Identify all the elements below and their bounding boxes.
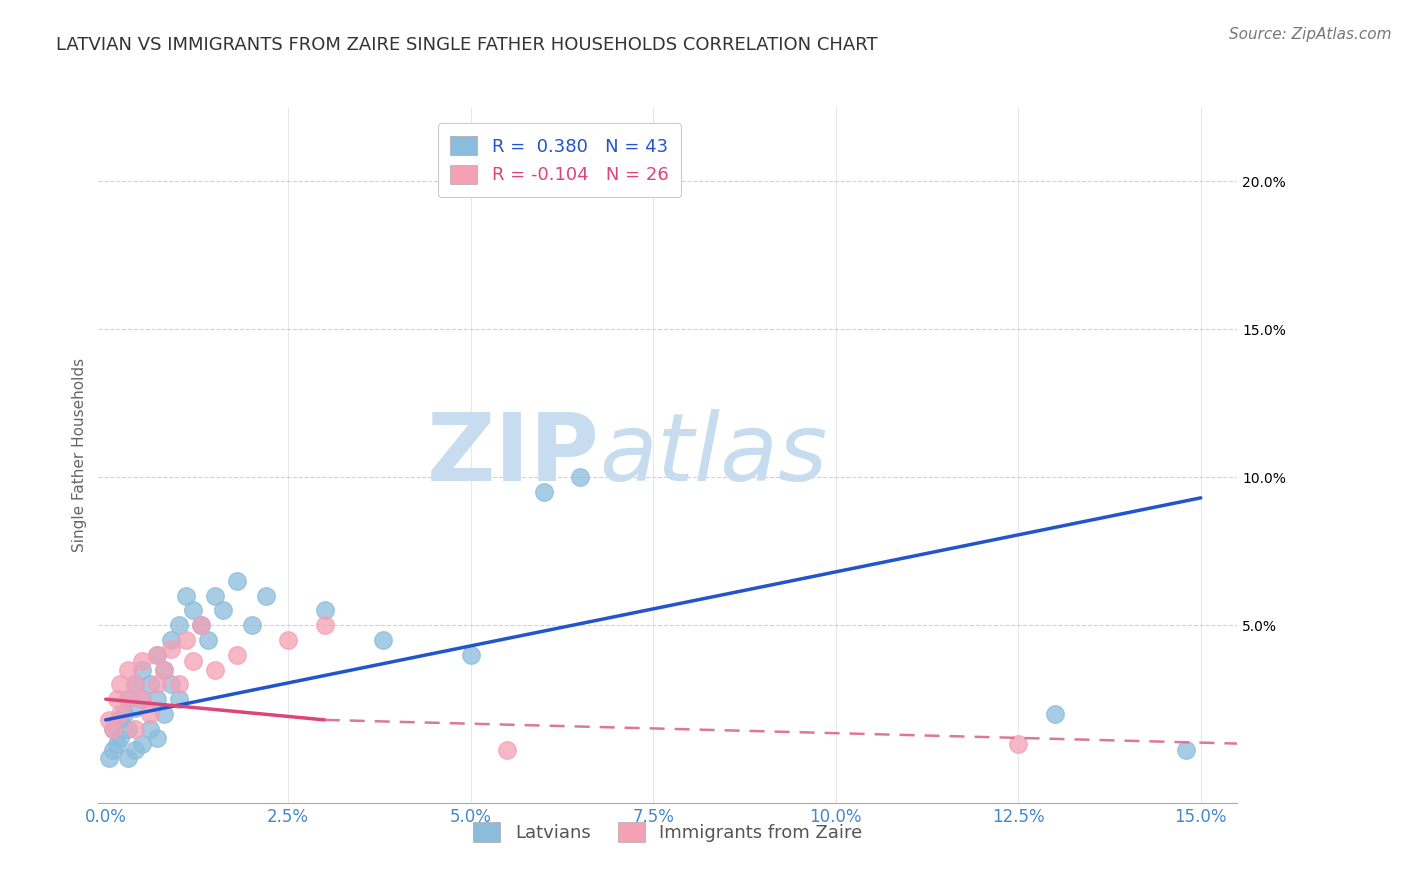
Point (314, 618, 336, 632)
Point (254, 589, 277, 603)
Point (124, 677, 146, 691)
Point (1007, 737, 1029, 751)
Point (160, 632, 183, 647)
Point (533, 484, 555, 499)
Point (124, 742, 146, 756)
Point (131, 692, 153, 706)
Point (197, 632, 219, 647)
Point (1043, 706, 1066, 721)
Point (1175, 742, 1198, 756)
Point (204, 663, 226, 677)
Point (105, 692, 128, 706)
Point (146, 677, 169, 691)
Point (124, 722, 146, 736)
Point (160, 641, 183, 656)
Legend: Latvians, Immigrants from Zaire: Latvians, Immigrants from Zaire (465, 815, 870, 849)
Point (110, 677, 132, 691)
Point (146, 731, 169, 745)
Point (117, 692, 139, 706)
Point (460, 648, 482, 662)
Point (131, 663, 153, 677)
Point (101, 742, 124, 756)
Point (160, 677, 183, 691)
Point (138, 706, 160, 721)
Point (110, 731, 132, 745)
Point (204, 589, 226, 603)
Text: atlas: atlas (599, 409, 828, 500)
Point (105, 737, 128, 751)
Y-axis label: Single Father Households: Single Father Households (72, 358, 87, 552)
Point (138, 677, 160, 691)
Point (183, 654, 205, 668)
Point (371, 632, 394, 647)
Point (226, 648, 249, 662)
Point (190, 618, 212, 632)
Point (124, 677, 146, 691)
Point (117, 692, 139, 706)
Point (131, 654, 153, 668)
Point (167, 677, 190, 691)
Text: Source: ZipAtlas.com: Source: ZipAtlas.com (1229, 27, 1392, 42)
Point (131, 692, 153, 706)
Point (167, 692, 190, 706)
Point (314, 603, 336, 617)
Point (153, 663, 176, 677)
Text: ZIP: ZIP (426, 409, 599, 501)
Point (101, 722, 124, 736)
Point (240, 618, 263, 632)
Point (146, 692, 169, 706)
Point (117, 722, 139, 736)
Point (183, 603, 205, 617)
Point (190, 618, 212, 632)
Point (110, 706, 132, 721)
Point (98, 713, 121, 727)
Point (211, 603, 233, 617)
Point (110, 713, 132, 727)
Point (496, 742, 519, 756)
Point (277, 632, 299, 647)
Point (167, 618, 190, 632)
Point (98, 751, 121, 765)
Point (226, 574, 249, 588)
Point (101, 722, 124, 736)
Point (174, 632, 197, 647)
Point (131, 737, 153, 751)
Point (124, 701, 146, 715)
Point (112, 706, 135, 721)
Point (146, 648, 169, 662)
Text: LATVIAN VS IMMIGRANTS FROM ZAIRE SINGLE FATHER HOUSEHOLDS CORRELATION CHART: LATVIAN VS IMMIGRANTS FROM ZAIRE SINGLE … (56, 36, 877, 54)
Point (146, 648, 169, 662)
Point (153, 706, 176, 721)
Point (138, 722, 160, 736)
Point (174, 589, 197, 603)
Point (569, 470, 592, 484)
Point (153, 663, 176, 677)
Point (117, 751, 139, 765)
Point (117, 663, 139, 677)
